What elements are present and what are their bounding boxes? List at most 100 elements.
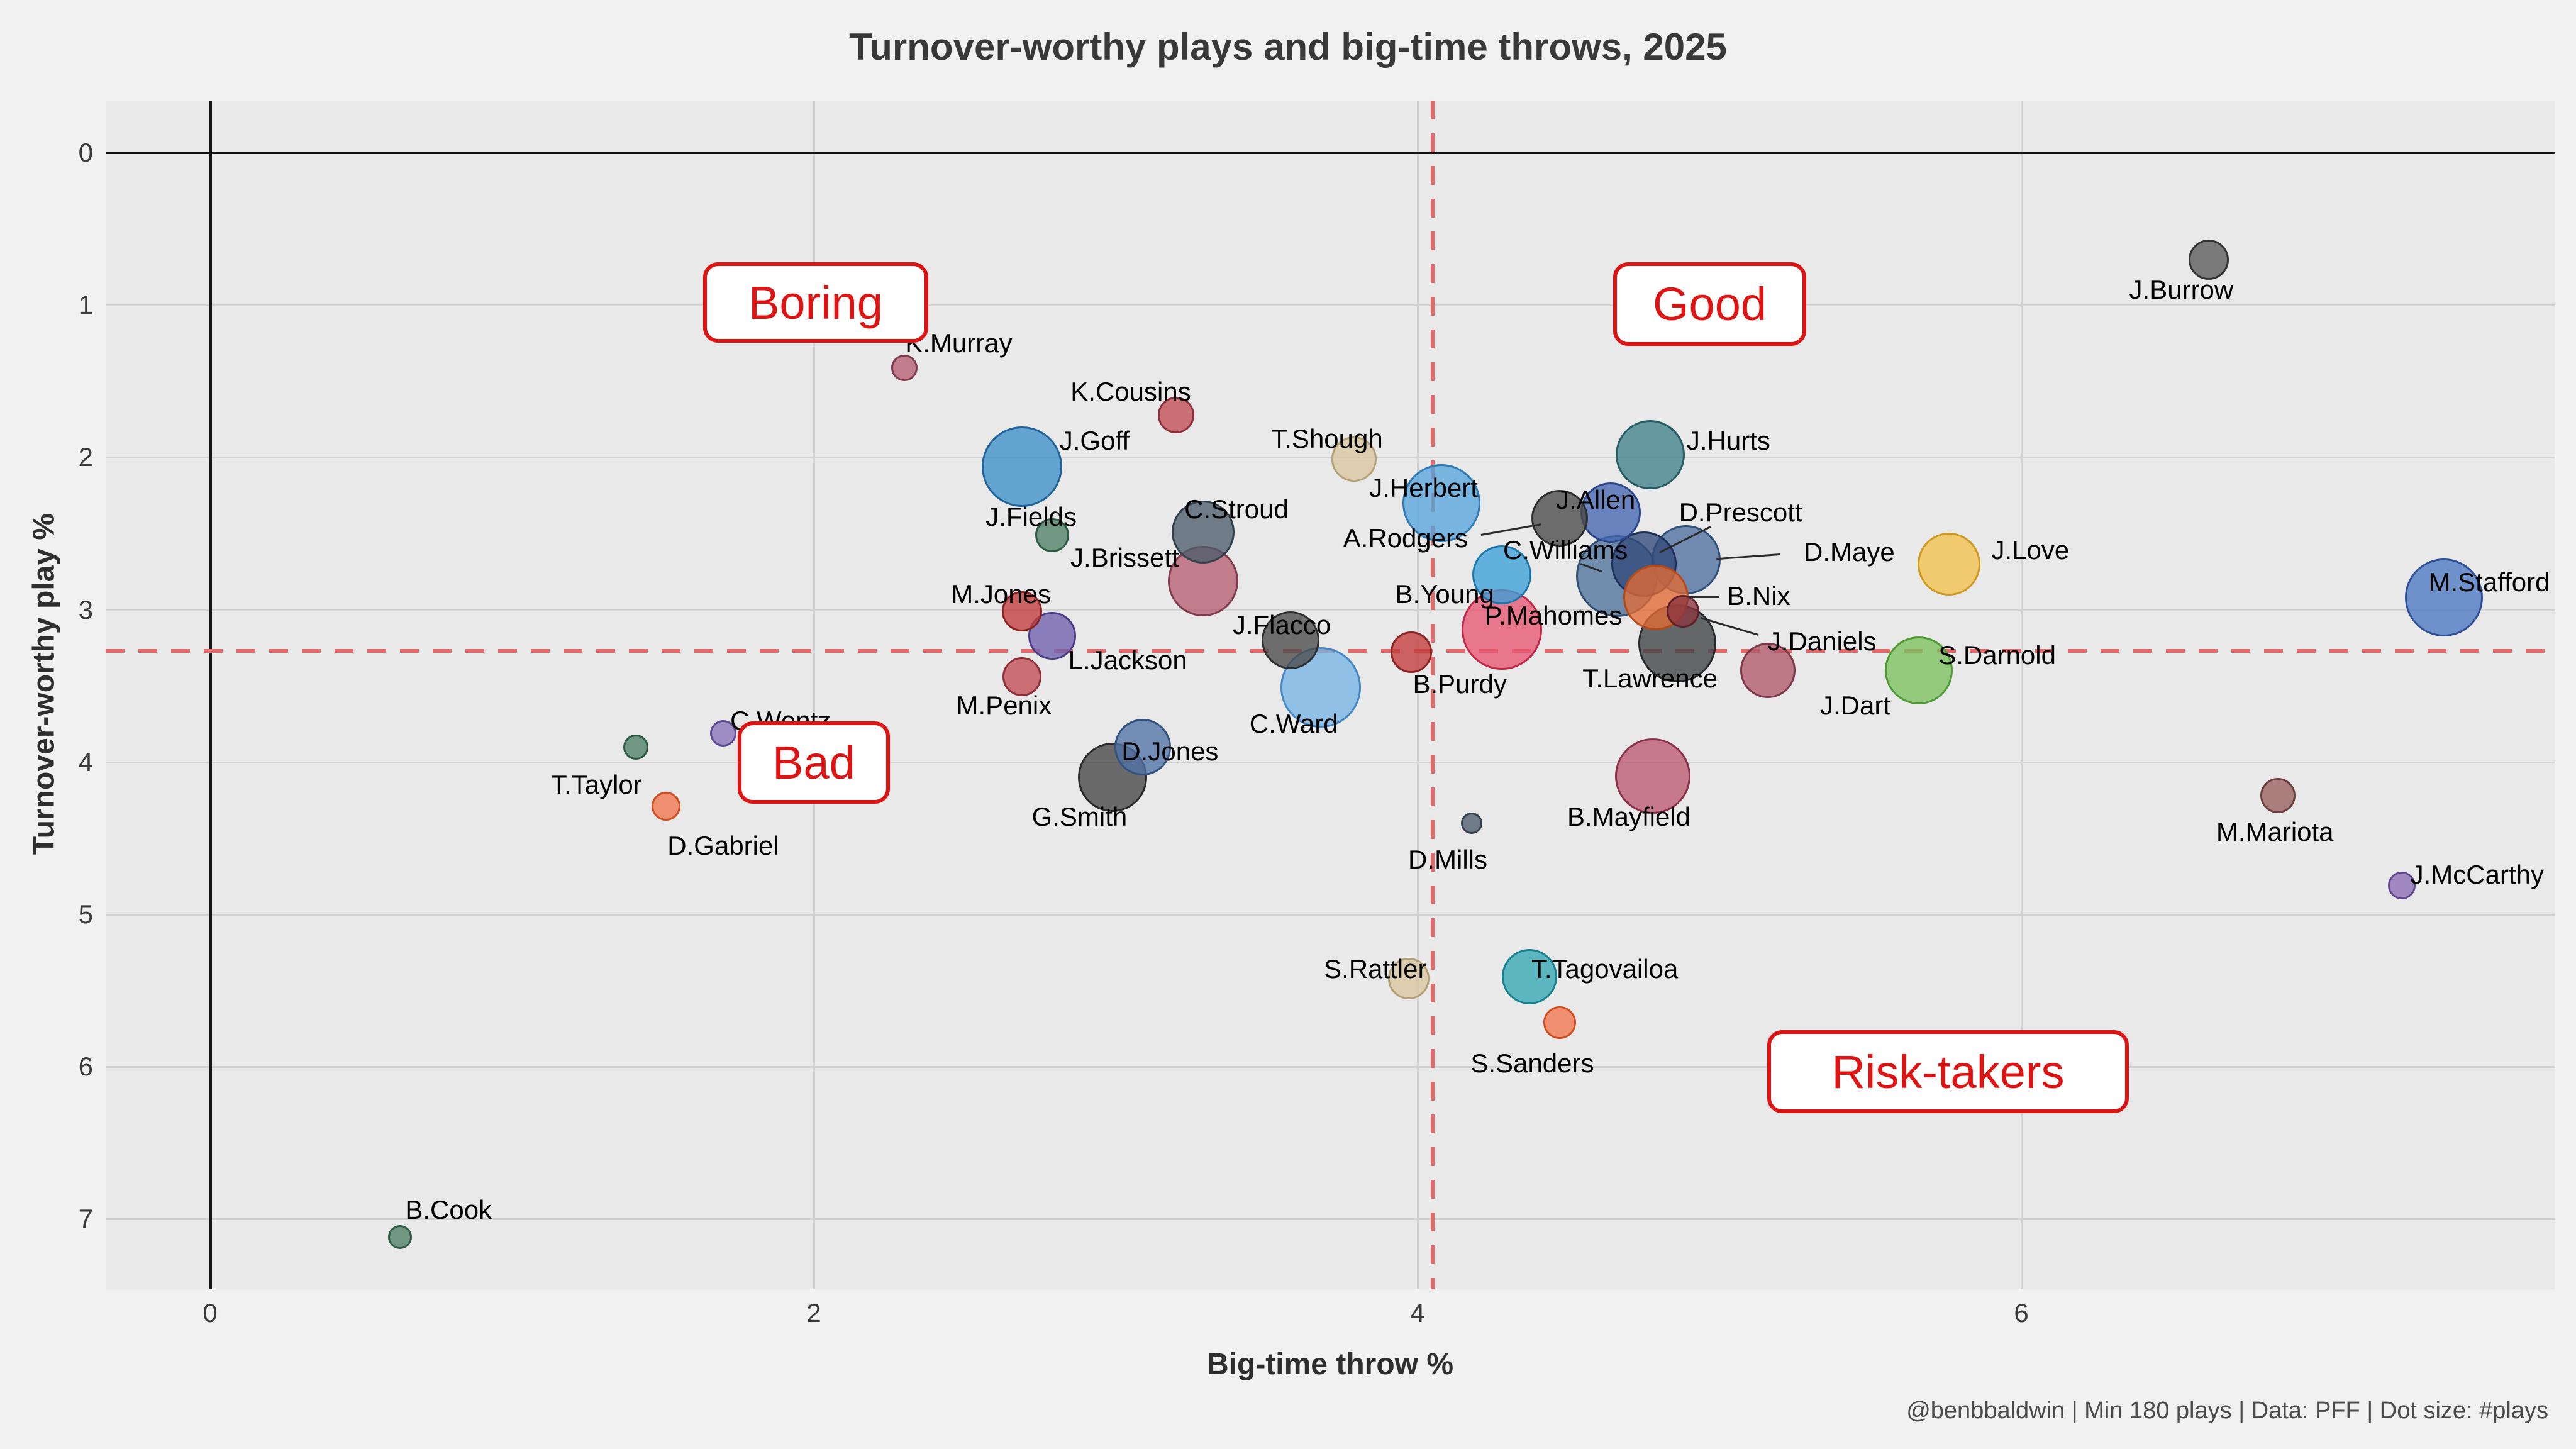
data-point-j-fields [1035,518,1070,552]
point-label: B.Cook [405,1194,492,1224]
point-label: J.Dart [1819,691,1891,721]
y-zero-line [106,152,2555,154]
data-point-j-flacco [1262,611,1320,670]
data-point-b-purdy [1391,631,1433,674]
data-point-m-mariota [2260,778,2296,814]
gridline-y [106,457,2555,459]
data-point-t-tagovailoa [1501,949,1557,1005]
point-label: J.Fields [985,501,1077,531]
gridline-y [106,761,2555,763]
data-point-j-dart [1740,643,1796,699]
point-label: C.Ward [1249,709,1338,739]
y-tick-label: 5 [78,899,93,929]
gridline-y [106,1218,2555,1221]
x-zero-line [209,101,212,1289]
point-label: J.Allen [1556,485,1636,515]
point-label: J.Hurts [1686,425,1770,455]
point-label: J.Daniels [1767,626,1877,657]
point-label: C.Williams [1503,535,1628,565]
quadrant-label-bad: Bad [738,721,890,804]
gridline-y [106,914,2555,916]
data-point-c-ward [1280,647,1362,728]
data-point-b-mayfield [1615,738,1691,814]
point-label: T.Tagovailoa [1531,954,1679,984]
point-label: D.Gabriel [667,831,779,860]
y-tick-label: 1 [78,290,93,320]
gridline-y [106,304,2555,307]
x-tick-label: 6 [2014,1298,2029,1328]
point-label: L.Jackson [1068,645,1187,675]
data-point-m-stafford [2405,558,2483,637]
point-label: D.Mills [1408,844,1487,874]
point-label: M.Penix [956,691,1052,721]
y-tick-label: 2 [78,442,93,472]
gridline-x [1417,101,1419,1289]
data-point-t-taylor [623,734,648,760]
point-label: M.Mariota [2216,817,2334,847]
data-point-d-jones [1114,718,1172,775]
data-point-s-rattler [1387,957,1430,999]
data-point-c-stroud [1172,501,1235,564]
x-tick-label: 2 [806,1298,821,1328]
point-label: S.Darnold [1938,640,2056,670]
data-point-j-daniels [1667,595,1700,628]
data-point-j-burrow [2188,239,2229,280]
gridline-y [106,609,2555,611]
x-axis-title: Big-time throw % [1207,1348,1453,1381]
data-point-t-shough [1331,436,1377,482]
point-label: D.Prescott [1679,497,1802,527]
data-point-d-gabriel [651,792,680,821]
point-label: B.Young [1395,579,1494,609]
point-label: J.Flacco [1232,609,1331,640]
data-point-a-rodgers [1531,490,1588,547]
gridline-y [106,1066,2555,1069]
y-tick-label: 4 [78,747,93,777]
point-label: J.Burrow [2129,274,2234,304]
point-label: S.Sanders [1470,1048,1594,1079]
point-label: M.Stafford [2428,567,2550,597]
y-tick-label: 3 [78,594,93,625]
gridline-x [2021,101,2023,1289]
data-point-j-allen [1580,482,1641,543]
data-point-b-cook [388,1225,413,1250]
data-point-m-jones [1002,591,1043,632]
data-point-k-cousins [1158,396,1194,433]
point-label: J.Brissett [1070,543,1179,573]
point-label: A.Rodgers [1343,523,1468,553]
attribution-footer: @benbbaldwin | Min 180 plays | Data: PFF… [1906,1397,2548,1424]
data-point-j-brissett [1168,545,1239,616]
point-label: M.Jones [951,579,1051,609]
y-axis-title: Turnover-worthy play % [27,513,61,855]
point-label: J.Herbert [1369,472,1478,502]
data-point-m-penix [1002,657,1042,697]
quadrant-label-risk-takers: Risk-takers [1767,1030,2129,1113]
dashed-mean-line-vertical [1431,101,1435,1289]
point-label: D.Maye [1804,536,1895,567]
data-point-c-wentz [710,719,736,747]
point-label: D.Jones [1121,736,1219,766]
point-label: P.Mahomes [1484,601,1623,631]
point-label: B.Nix [1727,580,1790,611]
x-tick-label: 0 [203,1298,218,1328]
point-label: B.Mayfield [1567,801,1691,831]
point-label: J.Goff [1059,425,1130,455]
y-tick-label: 0 [78,138,93,167]
point-label: G.Smith [1031,801,1128,831]
point-label: B.Purdy [1413,669,1507,699]
y-tick-label: 6 [78,1052,93,1082]
point-label: T.Lawrence [1582,663,1718,693]
data-point-j-goff [982,426,1063,507]
point-label: K.Cousins [1070,377,1191,407]
y-tick-label: 7 [78,1204,93,1234]
point-label: T.Taylor [551,770,642,800]
data-point-b-young [1472,545,1532,604]
point-label: J.McCarthy [2410,860,2544,890]
data-point-k-murray [891,354,918,381]
data-point-j-mccarthy [2387,871,2416,899]
quadrant-label-good: Good [1613,262,1806,346]
point-label: S.Rattler [1324,954,1427,984]
chart-title: Turnover-worthy plays and big-time throw… [849,26,1727,68]
gridline-x [813,101,815,1289]
data-point-s-darnold [1884,636,1953,705]
data-point-s-sanders [1543,1006,1576,1039]
